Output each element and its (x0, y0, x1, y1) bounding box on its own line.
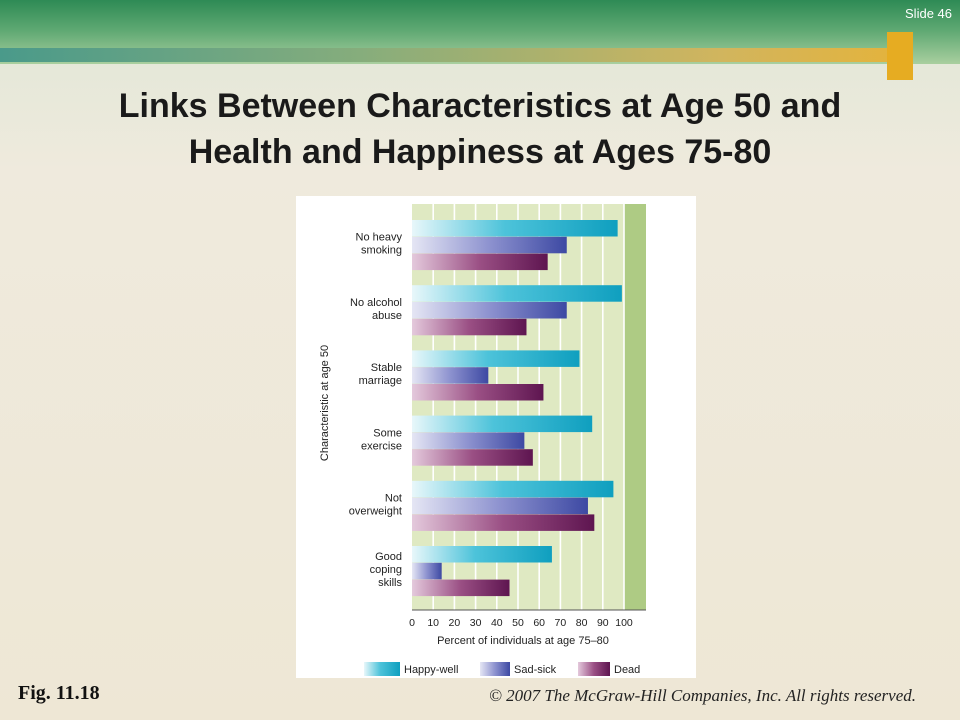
x-tick-label-10: 10 (427, 617, 439, 629)
bar-happy-well-3 (412, 350, 580, 367)
legend-label-dead: Dead (614, 664, 640, 676)
bar-sad-sick-1 (412, 236, 567, 254)
category-label-6-line-1: Good (375, 551, 402, 563)
legend-swatch-sad-sick (480, 662, 510, 676)
plot-background (412, 204, 646, 610)
bar-dead-6 (412, 579, 510, 597)
x-tick-label-60: 60 (533, 617, 545, 629)
x-axis-title: Percent of individuals at age 75–80 (437, 635, 609, 647)
category-label-3-line-1: Stable (371, 362, 402, 374)
category-label-5-line-1: Not (385, 493, 402, 505)
x-tick-label-20: 20 (449, 617, 461, 629)
legend-swatch-happy-well (364, 662, 400, 676)
x-tick-label-80: 80 (576, 617, 588, 629)
bar-happy-well-2 (412, 285, 622, 302)
x-tick-label-40: 40 (491, 617, 503, 629)
plot-shaded-region (624, 204, 646, 610)
legend-swatch-dead (578, 662, 610, 676)
category-label-1-line-2: smoking (361, 245, 402, 257)
x-tick-label-30: 30 (470, 617, 482, 629)
legend-label-sad-sick: Sad-sick (514, 664, 557, 676)
bar-dead-3 (412, 384, 544, 401)
bar-happy-well-5 (412, 480, 614, 498)
copyright-notice: © 2007 The McGraw-Hill Companies, Inc. A… (488, 686, 916, 705)
category-label-5-line-2: overweight (349, 506, 402, 518)
category-label-2-line-1: No alcohol (350, 297, 402, 309)
x-tick-label-90: 90 (597, 617, 609, 629)
figure-label: Fig. 11.18 (18, 682, 100, 704)
bar-happy-well-4 (412, 415, 593, 433)
accent-square (887, 32, 913, 80)
bar-sad-sick-5 (412, 497, 588, 515)
bar-happy-well-1 (412, 220, 618, 237)
category-label-3-line-2: marriage (359, 375, 402, 387)
bar-dead-2 (412, 318, 527, 336)
category-label-2-line-2: abuse (372, 310, 402, 322)
bar-sad-sick-2 (412, 302, 567, 319)
bar-sad-sick-3 (412, 367, 489, 384)
category-label-4-line-2: exercise (361, 440, 402, 452)
slide-title: Links Between Characteristics at Age 50 … (40, 83, 920, 175)
category-label-6-line-2: coping (370, 564, 402, 576)
category-label-1-line-1: No heavy (356, 232, 403, 244)
chart-figure: No heavy smoking No alcohol abuse Stable marr… (296, 196, 696, 678)
x-tick-label-100: 100 (615, 617, 633, 629)
slide-number: Slide 46 (905, 6, 952, 21)
slide-title-line-1: Links Between Characteristics at Age 50 … (118, 87, 842, 125)
header-stripe (0, 48, 900, 62)
legend-label-happy-well: Happy-well (404, 664, 458, 676)
bar-sad-sick-6 (412, 562, 442, 580)
bar-sad-sick-4 (412, 432, 525, 449)
category-label-6-line-3: skills (378, 577, 402, 589)
x-tick-label-50: 50 (512, 617, 524, 629)
y-axis-title: Characteristic at age 50 (319, 345, 331, 461)
bar-happy-well-6 (412, 546, 552, 563)
bar-dead-1 (412, 253, 548, 271)
category-label-4-line-1: Some (373, 427, 402, 439)
x-tick-label-0: 0 (409, 617, 415, 629)
bar-dead-4 (412, 449, 533, 466)
slide-title-line-2: Health and Happiness at Ages 75-80 (188, 133, 772, 171)
x-tick-label-70: 70 (555, 617, 567, 629)
bar-dead-5 (412, 514, 595, 531)
